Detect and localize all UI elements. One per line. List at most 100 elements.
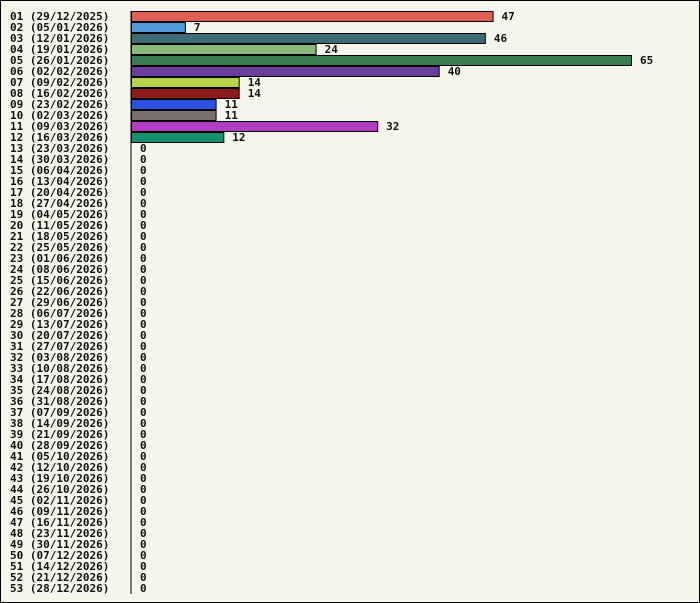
category-label: 26 (22/06/2026) (10, 285, 109, 298)
category-label: 48 (23/11/2026) (10, 527, 109, 540)
bar (131, 121, 379, 132)
value-label: 0 (140, 296, 147, 309)
value-label: 11 (225, 109, 239, 122)
category-label: 30 (20/07/2026) (10, 329, 109, 342)
category-labels: 01 (29/12/2025)02 (05/01/2026)03 (12/01/… (10, 10, 109, 595)
category-label: 09 (23/02/2026) (10, 98, 109, 111)
category-label: 39 (21/09/2026) (10, 428, 109, 441)
category-label: 18 (27/04/2026) (10, 197, 109, 210)
bar (131, 110, 217, 121)
category-label: 45 (02/11/2026) (10, 494, 109, 507)
value-label: 0 (140, 505, 147, 518)
category-label: 01 (29/12/2025) (10, 10, 109, 23)
value-label: 0 (140, 219, 147, 232)
value-label: 0 (140, 274, 147, 287)
category-label: 31 (27/07/2026) (10, 340, 109, 353)
value-label: 14 (248, 87, 262, 100)
bar (131, 11, 494, 22)
value-label: 0 (140, 582, 147, 595)
value-label: 0 (140, 351, 147, 364)
category-label: 49 (30/11/2026) (10, 538, 109, 551)
value-label: 0 (140, 439, 147, 452)
category-label: 29 (13/07/2026) (10, 318, 109, 331)
category-label: 52 (21/12/2026) (10, 571, 109, 584)
category-label: 40 (28/09/2026) (10, 439, 109, 452)
category-label: 42 (12/10/2026) (10, 461, 109, 474)
category-label: 35 (24/08/2026) (10, 384, 109, 397)
category-label: 05 (26/01/2026) (10, 54, 109, 67)
value-label: 0 (140, 384, 147, 397)
category-label: 50 (07/12/2026) (10, 549, 109, 562)
bar (131, 55, 632, 66)
value-label: 0 (140, 164, 147, 177)
category-label: 19 (04/05/2026) (10, 208, 109, 221)
value-label: 46 (494, 32, 508, 45)
value-label: 11 (225, 98, 239, 111)
category-label: 46 (09/11/2026) (10, 505, 109, 518)
value-label: 0 (140, 428, 147, 441)
value-label: 0 (140, 461, 147, 474)
bars (131, 11, 632, 143)
category-label: 21 (18/05/2026) (10, 230, 109, 243)
category-label: 32 (03/08/2026) (10, 351, 109, 364)
category-label: 33 (10/08/2026) (10, 362, 109, 375)
value-label: 47 (502, 10, 515, 23)
bar (131, 66, 440, 77)
category-label: 43 (19/10/2026) (10, 472, 109, 485)
category-label: 07 (09/02/2026) (10, 76, 109, 89)
value-label: 0 (140, 472, 147, 485)
value-label: 0 (140, 307, 147, 320)
value-label: 0 (140, 516, 147, 529)
category-label: 25 (15/06/2026) (10, 274, 109, 287)
category-label: 15 (06/04/2026) (10, 164, 109, 177)
bar (131, 88, 240, 99)
value-label: 0 (140, 527, 147, 540)
value-label: 0 (140, 263, 147, 276)
value-label: 14 (248, 76, 262, 89)
value-label: 0 (140, 329, 147, 342)
category-label: 16 (13/04/2026) (10, 175, 109, 188)
category-label: 12 (16/03/2026) (10, 131, 109, 144)
value-label: 0 (140, 417, 147, 430)
bar (131, 22, 186, 33)
value-label: 24 (325, 43, 339, 56)
category-label: 11 (09/03/2026) (10, 120, 109, 133)
value-label: 32 (386, 120, 399, 133)
category-label: 53 (28/12/2026) (10, 582, 109, 595)
value-label: 0 (140, 395, 147, 408)
category-label: 17 (20/04/2026) (10, 186, 109, 199)
value-label: 0 (140, 450, 147, 463)
value-label: 0 (140, 483, 147, 496)
category-label: 36 (31/08/2026) (10, 395, 109, 408)
category-label: 20 (11/05/2026) (10, 219, 109, 232)
bar (131, 33, 486, 44)
value-label: 0 (140, 252, 147, 265)
value-label: 0 (140, 406, 147, 419)
category-label: 06 (02/02/2026) (10, 65, 109, 78)
value-label: 0 (140, 538, 147, 551)
category-label: 04 (19/01/2026) (10, 43, 109, 56)
category-label: 28 (06/07/2026) (10, 307, 109, 320)
category-label: 37 (07/09/2026) (10, 406, 109, 419)
category-label: 23 (01/06/2026) (10, 252, 109, 265)
value-label: 0 (140, 153, 147, 166)
value-label: 0 (140, 285, 147, 298)
value-labels: 4774624654014141111321200000000000000000… (140, 10, 653, 595)
category-label: 44 (26/10/2026) (10, 483, 109, 496)
category-label: 14 (30/03/2026) (10, 153, 109, 166)
value-label: 0 (140, 186, 147, 199)
category-label: 34 (17/08/2026) (10, 373, 109, 386)
value-label: 7 (194, 21, 201, 34)
value-label: 0 (140, 362, 147, 375)
category-label: 08 (16/02/2026) (10, 87, 109, 100)
value-label: 0 (140, 241, 147, 254)
category-label: 24 (08/06/2026) (10, 263, 109, 276)
value-label: 0 (140, 494, 147, 507)
value-label: 0 (140, 571, 147, 584)
category-label: 10 (02/03/2026) (10, 109, 109, 122)
value-label: 65 (640, 54, 653, 67)
category-label: 03 (12/01/2026) (10, 32, 109, 45)
category-label: 38 (14/09/2026) (10, 417, 109, 430)
